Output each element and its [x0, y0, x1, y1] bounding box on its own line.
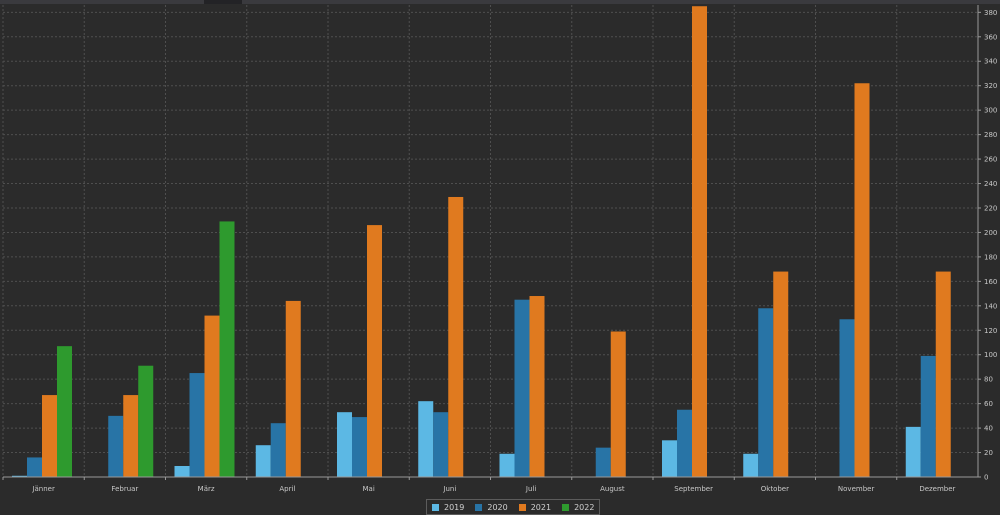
y-tick-label: 80: [984, 376, 993, 384]
bar-2020-11[interactable]: [920, 355, 936, 477]
x-tick-label: September: [674, 485, 713, 493]
bar-2021-10[interactable]: [854, 83, 870, 477]
y-tick-label: 0: [984, 474, 988, 482]
x-tick-label: Dezember: [919, 485, 955, 493]
bar-2019-4[interactable]: [337, 412, 352, 477]
x-tick-label: August: [600, 485, 625, 493]
grid-lines: [2, 5, 979, 477]
x-tick-label: Februar: [111, 485, 138, 493]
y-tick-label: 20: [984, 449, 993, 457]
legend-label: 2021: [530, 502, 552, 512]
legend-swatch: [518, 503, 526, 511]
tick-labels: 0 20 40 60 80 100 120 140 160 180 200 220 240 260 280 3…: [31, 9, 997, 493]
bar-2021-7[interactable]: [610, 331, 626, 477]
window-top-tab[interactable]: [204, 0, 242, 4]
y-tick-label: 120: [984, 327, 997, 335]
bar-2021-3[interactable]: [285, 300, 301, 477]
x-tick-label: November: [838, 485, 875, 493]
y-tick-label: 320: [984, 82, 997, 90]
legend-swatch: [475, 503, 483, 511]
bar-2020-7[interactable]: [595, 447, 611, 477]
bar-2019-0[interactable]: [12, 475, 27, 477]
legend-item-2021[interactable]: 2021: [518, 502, 552, 512]
bar-2020-0[interactable]: [27, 457, 42, 477]
legend-item-2022[interactable]: 2022: [562, 503, 594, 512]
bar-2021-8[interactable]: [692, 6, 707, 477]
bar-2021-11[interactable]: [935, 271, 951, 477]
x-tick-label: April: [279, 485, 295, 493]
legend-swatch: [562, 503, 570, 511]
y-tick-label: 160: [984, 278, 997, 286]
bar-2019-9[interactable]: [743, 453, 759, 477]
bar-2019-6[interactable]: [499, 453, 515, 477]
bars[interactable]: [12, 6, 951, 477]
bar-2020-9[interactable]: [758, 308, 774, 477]
legend-label: 2022: [574, 502, 595, 512]
bar-2021-1[interactable]: [123, 395, 139, 477]
y-tick-label: 300: [984, 107, 997, 115]
y-tick-label: 260: [984, 156, 997, 164]
bar-2020-3[interactable]: [270, 423, 286, 477]
y-tick-label: 360: [984, 33, 997, 41]
legend-label: 2020: [487, 502, 508, 512]
bar-2021-2[interactable]: [204, 315, 220, 477]
bar-2020-5[interactable]: [433, 412, 449, 477]
x-tick-label: Jänner: [31, 485, 55, 493]
y-tick-label: 240: [984, 180, 997, 188]
bar-2022-0[interactable]: [57, 346, 72, 477]
y-tick-label: 380: [984, 9, 997, 17]
bar-2022-2[interactable]: [219, 221, 235, 477]
x-tick-label: Mai: [362, 485, 374, 493]
axes: [2, 5, 981, 480]
y-tick-label: 100: [984, 351, 997, 359]
legend-label: 2019: [444, 502, 465, 512]
bar-2020-4[interactable]: [352, 417, 367, 477]
y-tick-label: 180: [984, 253, 997, 261]
bar-2021-0[interactable]: [42, 395, 57, 477]
bar-2020-6[interactable]: [514, 299, 530, 477]
y-tick-label: 200: [984, 229, 997, 237]
y-tick-label: 340: [984, 58, 997, 66]
bar-2022-1[interactable]: [138, 365, 154, 477]
bar-2020-2[interactable]: [189, 373, 205, 477]
y-tick-label: 280: [984, 131, 997, 139]
bar-2019-5[interactable]: [418, 401, 434, 477]
y-tick-label: 140: [984, 302, 997, 310]
y-tick-label: 220: [984, 204, 997, 212]
legend-item-2019[interactable]: 2019: [432, 503, 464, 512]
y-tick-label: 40: [984, 425, 993, 433]
bar-2021-9[interactable]: [773, 271, 789, 477]
bar-2019-3[interactable]: [255, 445, 271, 477]
chart-legend: 2019 2020 2021 2022: [426, 499, 601, 515]
x-tick-label: März: [198, 485, 215, 493]
bar-2019-2[interactable]: [174, 465, 190, 477]
bar-2019-11[interactable]: [905, 426, 921, 477]
bar-2020-1[interactable]: [108, 415, 124, 477]
x-tick-label: Juli: [525, 485, 536, 493]
bar-2021-5[interactable]: [448, 196, 464, 477]
bar-2020-8[interactable]: [677, 409, 692, 477]
bar-2021-6[interactable]: [529, 296, 545, 477]
legend-item-2020[interactable]: 2020: [475, 502, 508, 512]
legend-swatch: [432, 503, 439, 511]
bar-2020-10[interactable]: [839, 319, 855, 477]
window-top-strip: [0, 0, 1000, 4]
x-tick-label: Oktober: [761, 485, 789, 493]
bar-2019-8[interactable]: [662, 440, 677, 477]
bar-2021-4[interactable]: [367, 225, 382, 477]
y-tick-label: 60: [984, 400, 993, 408]
x-tick-label: Juni: [442, 485, 456, 493]
